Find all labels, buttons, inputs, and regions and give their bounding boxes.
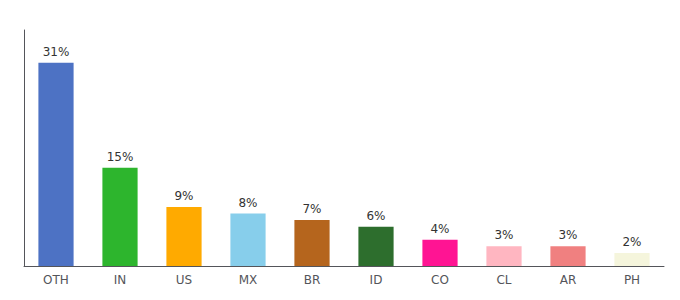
svg-text:BR: BR xyxy=(304,273,321,287)
svg-text:3%: 3% xyxy=(558,228,577,242)
svg-text:IN: IN xyxy=(114,273,127,287)
svg-text:8%: 8% xyxy=(238,196,257,210)
svg-text:PH: PH xyxy=(624,273,640,287)
svg-text:15%: 15% xyxy=(107,150,134,164)
svg-text:AR: AR xyxy=(560,273,577,287)
svg-text:4%: 4% xyxy=(430,222,449,236)
svg-text:OTH: OTH xyxy=(43,273,69,287)
svg-text:CL: CL xyxy=(496,273,511,287)
svg-text:9%: 9% xyxy=(174,189,193,203)
svg-text:6%: 6% xyxy=(366,209,385,223)
svg-text:3%: 3% xyxy=(494,228,513,242)
svg-text:CO: CO xyxy=(431,273,449,287)
svg-text:MX: MX xyxy=(239,273,258,287)
svg-text:US: US xyxy=(176,273,192,287)
svg-text:2%: 2% xyxy=(622,235,641,249)
svg-text:ID: ID xyxy=(370,273,383,287)
svg-text:7%: 7% xyxy=(302,202,321,216)
svg-text:31%: 31% xyxy=(43,45,70,59)
